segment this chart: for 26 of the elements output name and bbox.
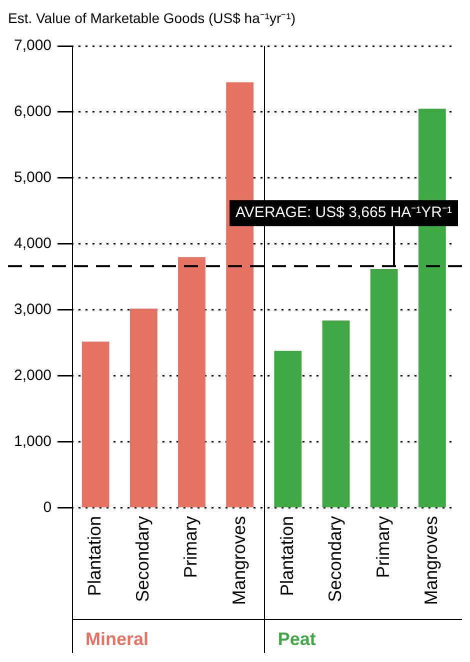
bar xyxy=(274,350,302,508)
bar xyxy=(322,320,350,508)
bar xyxy=(82,342,110,508)
x-tick-label: Secondary xyxy=(132,516,153,602)
y-tick-label: 6,000 xyxy=(14,103,52,120)
y-tick-label: 3,000 xyxy=(14,301,52,318)
y-tick-label: 1,000 xyxy=(14,433,52,450)
y-tick-label: 4,000 xyxy=(14,235,52,252)
x-tick-label: Primary xyxy=(373,516,394,578)
x-tick-label: Mangroves xyxy=(228,516,249,606)
x-tick-label: Plantation xyxy=(276,516,297,596)
bar xyxy=(370,269,398,508)
bar xyxy=(130,308,158,508)
text: Peat xyxy=(278,628,316,649)
y-tick-label: 2,000 xyxy=(14,367,52,384)
y-tick-label: 5,000 xyxy=(14,169,52,186)
y-tick-label: 7,000 xyxy=(14,37,52,54)
x-tick-label: Primary xyxy=(180,516,201,578)
y-tick-label: 0 xyxy=(43,499,52,516)
bar xyxy=(178,257,206,508)
ref-line-label: AVERAGE: US$ 3,665 HA⁻¹YR⁻¹ xyxy=(236,204,452,222)
x-tick-label: Plantation xyxy=(84,516,105,596)
y-axis-title: Est. Value of Marketable Goods (US$ ha⁻¹yr⁻¹) xyxy=(8,9,297,27)
x-tick-label: Secondary xyxy=(324,516,345,602)
text: Mineral xyxy=(86,628,149,649)
x-tick-label: Mangroves xyxy=(421,516,442,606)
